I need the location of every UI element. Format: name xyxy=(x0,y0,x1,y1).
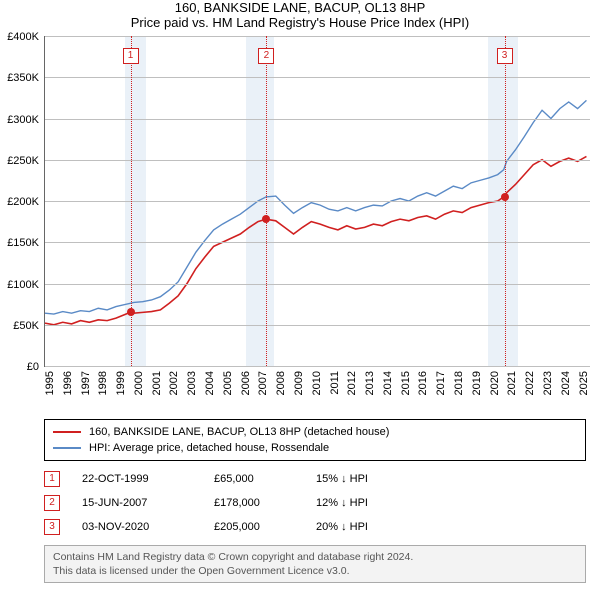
x-axis-label: 2000 xyxy=(133,371,145,395)
event-row: 1 22-OCT-1999 £65,000 15% ↓ HPI xyxy=(44,467,586,491)
x-axis-label: 2016 xyxy=(417,371,429,395)
x-axis-label: 2002 xyxy=(168,371,180,395)
x-axis-label: 2001 xyxy=(151,371,163,395)
event-marker-icon: 2 xyxy=(44,495,60,511)
x-axis-label: 1999 xyxy=(115,371,127,395)
event-diff: 20% ↓ HPI xyxy=(316,515,368,539)
x-axis-label: 2022 xyxy=(524,371,536,395)
event-diff: 15% ↓ HPI xyxy=(316,467,368,491)
event-price: £178,000 xyxy=(214,491,294,515)
x-axis-label: 2014 xyxy=(382,371,394,395)
x-axis-label: 2023 xyxy=(542,371,554,395)
x-axis-label: 2025 xyxy=(578,371,590,395)
event-date: 22-OCT-1999 xyxy=(82,467,192,491)
x-axis-label: 2015 xyxy=(400,371,412,395)
legend-label: 160, BANKSIDE LANE, BACUP, OL13 8HP (det… xyxy=(89,424,389,440)
events-list: 1 22-OCT-1999 £65,000 15% ↓ HPI 2 15-JUN… xyxy=(44,467,586,539)
y-axis-label: £150K xyxy=(7,237,39,249)
event-diff: 12% ↓ HPI xyxy=(316,491,368,515)
chart-subtitle: Price paid vs. HM Land Registry's House … xyxy=(0,15,600,30)
event-row: 3 03-NOV-2020 £205,000 20% ↓ HPI xyxy=(44,515,586,539)
footer-line: This data is licensed under the Open Gov… xyxy=(53,564,577,578)
legend-box: 160, BANKSIDE LANE, BACUP, OL13 8HP (det… xyxy=(44,419,586,461)
x-axis-label: 2010 xyxy=(311,371,323,395)
chart-event-marker: 1 xyxy=(123,48,139,64)
x-axis-label: 1997 xyxy=(80,371,92,395)
x-axis-label: 2018 xyxy=(453,371,465,395)
y-axis-label: £200K xyxy=(7,196,39,208)
x-axis-label: 2007 xyxy=(257,371,269,395)
legend-item: 160, BANKSIDE LANE, BACUP, OL13 8HP (det… xyxy=(53,424,577,440)
y-axis-label: £100K xyxy=(7,279,39,291)
x-axis-label: 2013 xyxy=(364,371,376,395)
event-price: £205,000 xyxy=(214,515,294,539)
legend-item: HPI: Average price, detached house, Ross… xyxy=(53,440,577,456)
x-axis-label: 2017 xyxy=(435,371,447,395)
chart-event-dot xyxy=(127,308,135,316)
y-axis-label: £250K xyxy=(7,155,39,167)
price-chart-figure: { "title": "160, BANKSIDE LANE, BACUP, O… xyxy=(0,0,600,590)
legend-swatch xyxy=(53,431,81,433)
x-axis-label: 2020 xyxy=(489,371,501,395)
event-date: 15-JUN-2007 xyxy=(82,491,192,515)
x-axis-label: 1996 xyxy=(62,371,74,395)
event-marker-icon: 3 xyxy=(44,519,60,535)
event-marker-icon: 1 xyxy=(44,471,60,487)
y-axis-label: £0 xyxy=(27,361,39,373)
x-axis-label: 2004 xyxy=(204,371,216,395)
x-axis-label: 2012 xyxy=(346,371,358,395)
x-axis-label: 2008 xyxy=(275,371,287,395)
x-axis-label: 2024 xyxy=(560,371,572,395)
x-axis-label: 2019 xyxy=(471,371,483,395)
chart-plot-area: £0£50K£100K£150K£200K£250K£300K£350K£400… xyxy=(44,36,590,367)
x-axis-label: 2006 xyxy=(240,371,252,395)
x-axis-label: 2003 xyxy=(186,371,198,395)
chart-title: 160, BANKSIDE LANE, BACUP, OL13 8HP xyxy=(0,0,600,15)
chart-event-marker: 2 xyxy=(258,48,274,64)
chart-event-dot xyxy=(262,215,270,223)
event-price: £65,000 xyxy=(214,467,294,491)
y-axis-label: £350K xyxy=(7,72,39,84)
chart-x-axis-labels: 1995 1996 1997 1998 1999 2000 2001 2002 2003 2004… xyxy=(44,367,590,411)
y-axis-label: £400K xyxy=(7,31,39,43)
footer-line: Contains HM Land Registry data © Crown c… xyxy=(53,550,577,564)
x-axis-label: 2009 xyxy=(293,371,305,395)
event-date: 03-NOV-2020 xyxy=(82,515,192,539)
chart-event-marker: 3 xyxy=(497,48,513,64)
x-axis-label: 2021 xyxy=(506,371,518,395)
legend-label: HPI: Average price, detached house, Ross… xyxy=(89,440,329,456)
legend-swatch xyxy=(53,447,81,449)
event-row: 2 15-JUN-2007 £178,000 12% ↓ HPI xyxy=(44,491,586,515)
y-axis-label: £50K xyxy=(13,320,39,332)
x-axis-label: 1995 xyxy=(44,371,56,395)
footer-attribution: Contains HM Land Registry data © Crown c… xyxy=(44,545,586,583)
y-axis-label: £300K xyxy=(7,114,39,126)
x-axis-label: 2011 xyxy=(329,371,341,395)
x-axis-label: 2005 xyxy=(222,371,234,395)
x-axis-label: 1998 xyxy=(97,371,109,395)
chart-event-dot xyxy=(501,193,509,201)
